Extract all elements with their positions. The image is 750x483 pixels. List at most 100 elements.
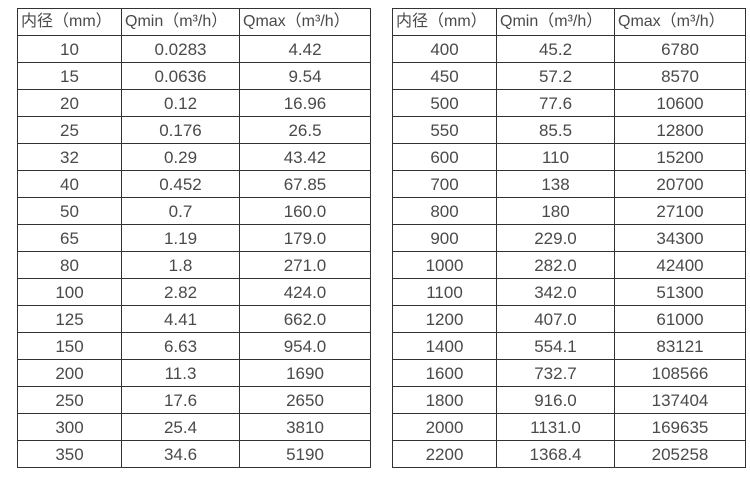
table-row: 900 229.0 34300 [392,224,746,252]
qmax-cell: 2650 [239,386,371,414]
qmin-cell: 85.5 [496,116,615,144]
qmax-cell: 179.0 [239,224,371,252]
diameter-cell: 125 [17,305,122,333]
table-row: 200 11.3 1690 [17,359,371,387]
table-row: 800 180 27100 [392,197,746,225]
table-row: 1400 554.1 83121 [392,332,746,360]
qmin-cell: 407.0 [496,305,615,333]
qmax-cell: 10600 [614,89,746,117]
qmax-cell: 4.42 [239,35,371,63]
diameter-cell: 350 [17,440,122,468]
table-row: 600 110 15200 [392,143,746,171]
table-row: 25 0.176 26.5 [17,116,371,144]
qmin-cell: 1.8 [121,251,240,279]
qmin-cell: 1.19 [121,224,240,252]
diameter-cell: 300 [17,413,122,441]
diameter-cell: 2000 [392,413,497,441]
qmax-cell: 205258 [614,440,746,468]
qmin-cell: 229.0 [496,224,615,252]
qmax-cell: 271.0 [239,251,371,279]
qmax-cell: 43.42 [239,143,371,171]
qmax-cell: 1690 [239,359,371,387]
diameter-cell: 40 [17,170,122,198]
qmax-cell: 51300 [614,278,746,306]
qmax-cell: 662.0 [239,305,371,333]
table-row: 700 138 20700 [392,170,746,198]
table-row: 500 77.6 10600 [392,89,746,117]
diameter-cell: 100 [17,278,122,306]
qmin-cell: 2.82 [121,278,240,306]
table-row: 2200 1368.4 205258 [392,440,746,468]
table-row: 100 2.82 424.0 [17,278,371,306]
qmin-cell: 0.0283 [121,35,240,63]
diameter-cell: 32 [17,143,122,171]
qmax-cell: 169635 [614,413,746,441]
qmin-cell: 0.29 [121,143,240,171]
qmax-cell: 67.85 [239,170,371,198]
qmax-cell: 5190 [239,440,371,468]
diameter-cell: 2200 [392,440,497,468]
qmax-cell: 83121 [614,332,746,360]
table-row: 1800 916.0 137404 [392,386,746,414]
column-header-qmax: Qmax（m³/h） [614,8,746,36]
qmin-cell: 11.3 [121,359,240,387]
table-row: 1100 342.0 51300 [392,278,746,306]
qmax-cell: 34300 [614,224,746,252]
qmin-cell: 17.6 [121,386,240,414]
diameter-cell: 1400 [392,332,497,360]
table-row: 10 0.0283 4.42 [17,35,371,63]
qmin-cell: 45.2 [496,35,615,63]
table-row: 20 0.12 16.96 [17,89,371,117]
qmax-cell: 954.0 [239,332,371,360]
diameter-cell: 1100 [392,278,497,306]
table-row: 250 17.6 2650 [17,386,371,414]
diameter-cell: 500 [392,89,497,117]
table-row: 550 85.5 12800 [392,116,746,144]
qmax-cell: 16.96 [239,89,371,117]
table-row: 350 34.6 5190 [17,440,371,468]
diameter-cell: 900 [392,224,497,252]
table-row: 2000 1131.0 169635 [392,413,746,441]
qmin-cell: 77.6 [496,89,615,117]
table-row: 450 57.2 8570 [392,62,746,90]
table-row: 80 1.8 271.0 [17,251,371,279]
qmin-cell: 57.2 [496,62,615,90]
table-row: 1200 407.0 61000 [392,305,746,333]
qmin-cell: 916.0 [496,386,615,414]
qmax-cell: 8570 [614,62,746,90]
diameter-cell: 1600 [392,359,497,387]
diameter-cell: 1200 [392,305,497,333]
table-row: 40 0.452 67.85 [17,170,371,198]
qmax-cell: 15200 [614,143,746,171]
qmax-cell: 12800 [614,116,746,144]
header-row: 内径（mm） Qmin（m³/h） Qmax（m³/h） [392,8,746,36]
qmin-cell: 110 [496,143,615,171]
qmin-cell: 34.6 [121,440,240,468]
qmax-cell: 137404 [614,386,746,414]
qmax-cell: 3810 [239,413,371,441]
diameter-cell: 25 [17,116,122,144]
diameter-cell: 150 [17,332,122,360]
qmax-cell: 61000 [614,305,746,333]
diameter-cell: 600 [392,143,497,171]
column-header-diameter: 内径（mm） [392,8,497,36]
table-row: 65 1.19 179.0 [17,224,371,252]
qmin-cell: 0.452 [121,170,240,198]
qmax-cell: 9.54 [239,62,371,90]
qmin-cell: 282.0 [496,251,615,279]
column-header-qmin: Qmin（m³/h） [496,8,615,36]
qmin-cell: 1368.4 [496,440,615,468]
diameter-cell: 200 [17,359,122,387]
diameter-cell: 700 [392,170,497,198]
qmin-cell: 554.1 [496,332,615,360]
diameter-cell: 400 [392,35,497,63]
diameter-cell: 1000 [392,251,497,279]
table-row: 1000 282.0 42400 [392,251,746,279]
diameter-cell: 250 [17,386,122,414]
qmin-cell: 342.0 [496,278,615,306]
qmax-cell: 6780 [614,35,746,63]
diameter-cell: 450 [392,62,497,90]
qmin-cell: 25.4 [121,413,240,441]
qmin-cell: 0.0636 [121,62,240,90]
